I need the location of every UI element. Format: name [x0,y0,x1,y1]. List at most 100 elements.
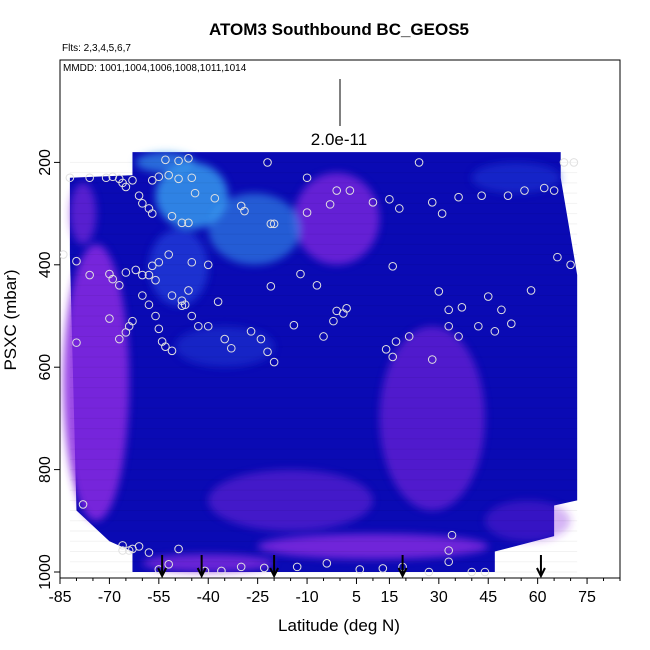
observation-point [497,305,506,315]
observation-point [144,300,154,310]
observation-point [128,316,137,326]
curtain-feature-3 [142,554,275,572]
observation-point [427,198,437,207]
observation-points [60,154,579,577]
observation-point [85,173,94,183]
flights-note: Flts: 2,3,4,5,6,7 [62,43,131,54]
observation-point [187,173,197,183]
observation-point [203,260,213,270]
observation-point [474,321,483,331]
observation-point [177,301,187,311]
scale-label: 2.0e-11 [311,130,367,149]
observation-point [187,257,197,267]
observation-point [388,262,398,271]
observation-point [144,270,154,280]
observation-point [138,270,147,280]
observation-point [467,567,477,577]
observation-point [296,269,305,279]
observation-point [503,191,513,200]
x-tick-label: -55 [147,589,170,606]
observation-point [213,297,223,306]
observation-point [381,344,391,354]
observation-point [154,172,164,182]
observation-point [302,208,312,217]
observation-point [566,260,575,270]
observation-point [144,548,154,557]
observation-point [236,562,246,572]
curtain-feature-9 [208,193,301,265]
observation-point [302,173,312,183]
observation-point [184,286,193,295]
observation-point [138,199,147,208]
observation-point [72,256,81,266]
arrow-head [397,567,408,579]
x-tick-label: -25 [246,589,269,606]
observation-point [312,280,322,290]
curtain-feature-13 [484,500,571,542]
observation-point [128,176,137,185]
observation-point [114,280,124,290]
observation-point [167,291,177,300]
x-axis: -85 -70 -55 -40 -25 -10 5 15 30 45 60 75 [48,578,621,606]
x-tick-label: 45 [479,589,497,606]
chart-title: ATOM3 Southbound BC_GEOS5 [209,20,469,39]
x-axis-label: Latitude (deg N) [278,616,400,635]
x-tick-label: -70 [98,589,121,606]
observation-point [131,265,141,275]
y-axis: 200 400 600 800 1000 [37,149,60,590]
observation-point [368,198,378,207]
observation-point [553,252,562,262]
observation-point [266,219,276,229]
observation-point [269,219,279,229]
observation-point [329,316,338,326]
observation-point [427,355,437,364]
curtain-features [63,152,571,572]
observation-point [105,314,114,323]
observation-point [437,209,447,218]
curtain-feature-11 [471,162,561,194]
observation-point [345,186,355,195]
observation-point [289,320,299,330]
observation-point [526,286,536,295]
observation-point [164,250,174,259]
observation-point [217,566,226,576]
observation-point [174,544,183,554]
observation-point [434,287,444,296]
y-tick-label: 400 [37,251,54,278]
observation-point [319,332,328,341]
arrow-head [196,567,207,579]
observation-point [118,541,127,550]
observation-point [154,324,164,334]
x-tick-label: 75 [578,589,596,606]
observation-point [414,158,424,167]
observation-point [394,204,404,213]
x-tick-label: -40 [197,589,220,606]
observation-point [490,327,500,336]
observation-point [454,332,463,341]
x-tick-label: -85 [48,589,71,606]
y-tick-label: 800 [37,456,54,483]
observation-point [151,311,160,321]
x-tick-label: 5 [352,589,361,606]
observation-point [184,218,193,228]
observation-point [391,337,401,346]
observation-point [378,564,388,573]
observation-point [388,352,398,362]
observation-point [424,567,434,577]
observation-point [259,563,269,573]
curtain-feature-1 [69,182,97,245]
y-tick-label: 1000 [37,554,54,590]
observation-point [78,500,88,509]
observation-point [134,191,144,200]
observation-point [154,257,164,267]
observation-point [256,334,266,344]
observation-point [161,155,170,165]
observation-point [332,186,342,195]
x-tick-label: 60 [529,589,547,606]
arrow-head [536,567,546,579]
observation-point [342,304,351,313]
observation-point [444,557,454,567]
y-tick-label: 600 [37,354,54,381]
observation-point [72,338,81,347]
